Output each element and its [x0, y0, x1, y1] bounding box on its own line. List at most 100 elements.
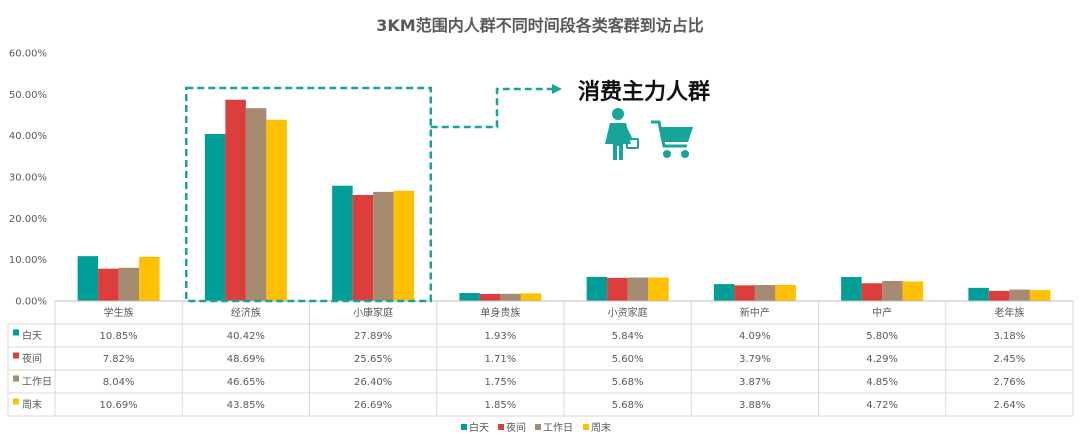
row-legend-key [13, 329, 19, 336]
bar [861, 283, 883, 301]
row-legend-key [13, 375, 19, 382]
table-cell-value: 3.87% [739, 377, 771, 388]
callout-arrowhead [552, 84, 562, 94]
bar [754, 285, 776, 301]
category-label: 中产 [872, 306, 892, 319]
bar [332, 185, 353, 301]
category-label: 老年族 [994, 306, 1024, 319]
table-cell-value: 8.04% [103, 377, 135, 388]
bar [648, 277, 669, 301]
row-legend-key [13, 398, 19, 405]
category-label: 单身贵族 [480, 306, 520, 319]
row-legend-key [13, 352, 19, 359]
table-cell-value: 26.40% [354, 377, 392, 388]
category-label: 小康家庭 [353, 306, 393, 319]
category-label: 经济族 [231, 306, 261, 319]
bar [520, 293, 542, 301]
callout-text: 消费主力人群 [578, 79, 710, 105]
bar [77, 256, 99, 301]
bar [479, 293, 501, 301]
bar [204, 133, 226, 301]
bar [607, 277, 628, 301]
highlight-box [185, 86, 432, 303]
row-series-name: 白天 [22, 329, 42, 342]
bars [77, 99, 1051, 302]
table-cell-value: 1.93% [484, 331, 516, 342]
bar [225, 99, 246, 301]
bar [139, 256, 160, 301]
legend-label: 夜间 [506, 421, 526, 434]
table-cell-value: 3.18% [993, 331, 1025, 342]
table-cell-value: 7.82% [103, 354, 135, 365]
table-cell-value: 2.64% [993, 400, 1025, 411]
table-cell-value: 4.09% [739, 331, 771, 342]
table-cell-value: 25.65% [354, 354, 392, 365]
bar [98, 268, 119, 301]
table-cell-value: 40.42% [227, 331, 265, 342]
category-label: 学生族 [104, 306, 134, 319]
row-series-name: 周末 [22, 398, 42, 411]
bar [118, 267, 140, 301]
legend-label: 工作日 [543, 422, 573, 434]
bar [1029, 290, 1051, 301]
table-cell-value: 4.72% [866, 400, 898, 411]
bar [882, 280, 903, 301]
legend-swatch [461, 424, 467, 430]
table-cell-value: 10.85% [100, 331, 138, 342]
legend-swatch [498, 424, 504, 430]
table-cell-value: 4.85% [866, 377, 898, 388]
bar [266, 119, 287, 302]
legend-label: 周末 [591, 421, 611, 434]
table-cell-value: 1.85% [484, 400, 516, 411]
table-cell-value: 5.68% [612, 377, 644, 388]
row-series-name: 工作日 [22, 376, 52, 388]
table-cell-value: 3.88% [739, 400, 771, 411]
table-cell-value: 10.69% [100, 400, 138, 411]
bar [245, 108, 267, 302]
table-cell-value: 5.84% [612, 331, 644, 342]
table-cell-value: 43.85% [227, 400, 265, 411]
chart-title: 3KM范围内人群不同时间段各类客群到访占比 [376, 16, 704, 35]
y-tick-label: 30.00% [9, 173, 47, 184]
bar [988, 290, 1010, 301]
bar [734, 285, 755, 301]
table-cell-value: 2.76% [993, 377, 1025, 388]
bar [902, 281, 924, 301]
y-tick-label: 20.00% [9, 214, 47, 225]
bar [841, 277, 862, 301]
bar [352, 194, 374, 301]
category-label: 小资家庭 [608, 306, 648, 319]
legend: 白天 夜间 工作日 周末 [461, 421, 611, 434]
shopping-cart-icon [651, 120, 693, 158]
y-tick-label: 40.00% [9, 131, 47, 142]
table-cell-value: 2.45% [993, 354, 1025, 365]
y-tick-label: 50.00% [9, 90, 47, 101]
category-label: 新中产 [740, 306, 770, 319]
table-cell-value: 1.71% [484, 354, 516, 365]
bar [968, 287, 989, 301]
table-cell-value: 48.69% [227, 354, 265, 365]
table-cell-value: 1.75% [484, 377, 516, 388]
y-tick-label: 0.00% [15, 297, 47, 308]
table-cell-value: 5.80% [866, 331, 898, 342]
highlight-group: 消费主力人群 [185, 79, 710, 303]
row-series-name: 夜间 [22, 352, 42, 365]
bar [373, 191, 394, 301]
woman-shopper-icon [605, 108, 639, 160]
y-tick-label: 10.00% [9, 255, 47, 266]
table-cell-value: 3.79% [739, 354, 771, 365]
table-cell-value: 26.69% [354, 400, 392, 411]
bar [713, 284, 735, 301]
table-cell-value: 4.29% [866, 354, 898, 365]
bar [500, 293, 521, 301]
table-cell-value: 5.60% [612, 354, 644, 365]
bar [459, 293, 480, 301]
legend-swatch [583, 424, 589, 430]
legend-swatch [535, 424, 541, 430]
y-axis: 0.00% 10.00% 20.00% 30.00% 40.00% 50.00% 60.00… [9, 49, 47, 308]
y-tick-label: 60.00% [9, 49, 47, 60]
bar [393, 190, 415, 301]
table-cell-value: 27.89% [354, 331, 392, 342]
